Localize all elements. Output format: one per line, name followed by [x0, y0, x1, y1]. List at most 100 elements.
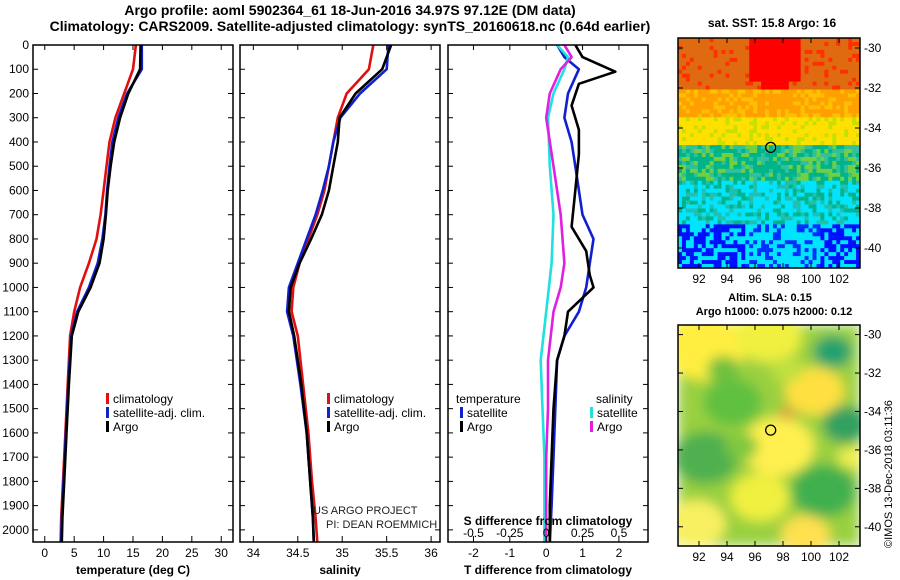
sst-cell — [737, 133, 742, 138]
sst-cell — [848, 45, 853, 51]
sst-cell — [745, 69, 750, 74]
sst-cell — [792, 216, 797, 221]
sst-cell — [681, 141, 687, 146]
sst-cell — [729, 41, 734, 47]
sst-cell — [788, 160, 794, 166]
map-x-tick-label: 100 — [801, 550, 821, 564]
sst-cell — [769, 77, 774, 82]
sst-cell — [765, 133, 770, 138]
sst-cell — [765, 117, 770, 122]
sst-cell — [844, 125, 849, 130]
sst-cell — [757, 228, 762, 233]
sst-cell — [800, 204, 805, 209]
sst-cell — [709, 252, 714, 257]
sst-cell — [713, 45, 718, 51]
sst-cell — [816, 57, 821, 63]
chart-title-line1: Argo profile: aoml 5902364_61 18-Jun-201… — [124, 2, 576, 18]
sst-cell — [808, 141, 813, 146]
sst-cell — [820, 145, 825, 150]
sst-cell — [765, 180, 770, 186]
sst-cell — [776, 156, 782, 162]
sst-cell — [713, 252, 718, 257]
sst-cell — [832, 85, 837, 90]
sst-cell — [725, 164, 730, 170]
sst-cell — [705, 113, 710, 118]
sst-cell — [705, 153, 710, 158]
sst-cell — [780, 180, 786, 186]
map-x-tick-label: 94 — [720, 272, 734, 286]
sst-cell — [697, 236, 703, 241]
sst-cell — [812, 129, 817, 134]
sst-cell — [717, 109, 722, 114]
y-tick-label: 100 — [9, 62, 29, 76]
sst-cell — [693, 113, 699, 118]
sst-cell — [757, 252, 762, 257]
sst-cell — [836, 45, 841, 51]
sst-cell — [824, 38, 829, 43]
sst-cell — [836, 145, 841, 150]
sst-cell — [753, 145, 758, 150]
sst-cell — [836, 125, 841, 130]
sst-cell — [792, 168, 797, 174]
sst-cell — [792, 153, 797, 158]
sst-cell — [820, 38, 825, 43]
sst-cell — [753, 180, 758, 186]
sst-cell — [685, 81, 691, 86]
sst-cell — [678, 264, 683, 269]
sst-cell — [804, 125, 809, 130]
sst-cell — [808, 109, 813, 114]
sst-cell — [856, 240, 861, 245]
map-x-tick-label: 98 — [776, 272, 790, 286]
sst-cell — [832, 244, 837, 249]
sst-cell — [812, 196, 817, 201]
sst-cell — [725, 212, 730, 217]
sst-cell — [776, 232, 782, 237]
sst-cell — [852, 188, 857, 193]
sst-cell — [737, 156, 742, 162]
sst-cell — [761, 196, 766, 201]
sst-cell — [832, 65, 837, 71]
sst-cell — [761, 137, 766, 142]
sst-cell — [820, 101, 825, 106]
sst-cell — [796, 133, 801, 138]
x-tick-label: -1 — [504, 546, 515, 560]
sst-cell — [848, 145, 853, 150]
sst-cell — [678, 61, 683, 67]
sst-cell — [765, 208, 770, 213]
sst-cell — [832, 240, 837, 245]
map-x-tick-label: 94 — [720, 550, 734, 564]
sst-cell — [772, 113, 778, 118]
map-x-tick-label: 102 — [829, 550, 849, 564]
sst-cell — [816, 224, 821, 229]
sst-cell — [840, 49, 845, 55]
sst-cell — [828, 38, 833, 43]
sst-cell — [733, 260, 738, 265]
sst-cell — [765, 156, 770, 162]
sst-cell — [824, 121, 829, 126]
sst-cell — [769, 101, 774, 106]
sst-cell — [678, 244, 683, 249]
sst-cell — [765, 184, 770, 189]
sst-cell — [832, 109, 837, 114]
sst-cell — [840, 81, 845, 86]
sst-cell — [685, 141, 691, 146]
sst-cell — [792, 220, 797, 225]
sst-cell — [832, 164, 837, 170]
sst-cell — [681, 184, 687, 189]
sst-cell — [753, 113, 758, 118]
sst-cell — [772, 45, 778, 51]
sst-cell — [685, 244, 691, 249]
sst-cell — [737, 113, 742, 118]
sst-cell — [709, 204, 714, 209]
sst-cell — [681, 228, 687, 233]
sst-cell — [828, 212, 833, 217]
sst-cell — [709, 57, 714, 63]
sst-cell — [737, 57, 742, 63]
sst-cell — [709, 105, 714, 110]
sst-cell — [800, 109, 805, 114]
sst-cell — [765, 101, 770, 106]
sst-cell — [832, 184, 837, 189]
sst-cell — [737, 81, 742, 86]
sst-cell — [733, 156, 738, 162]
sst-cell — [709, 81, 714, 86]
